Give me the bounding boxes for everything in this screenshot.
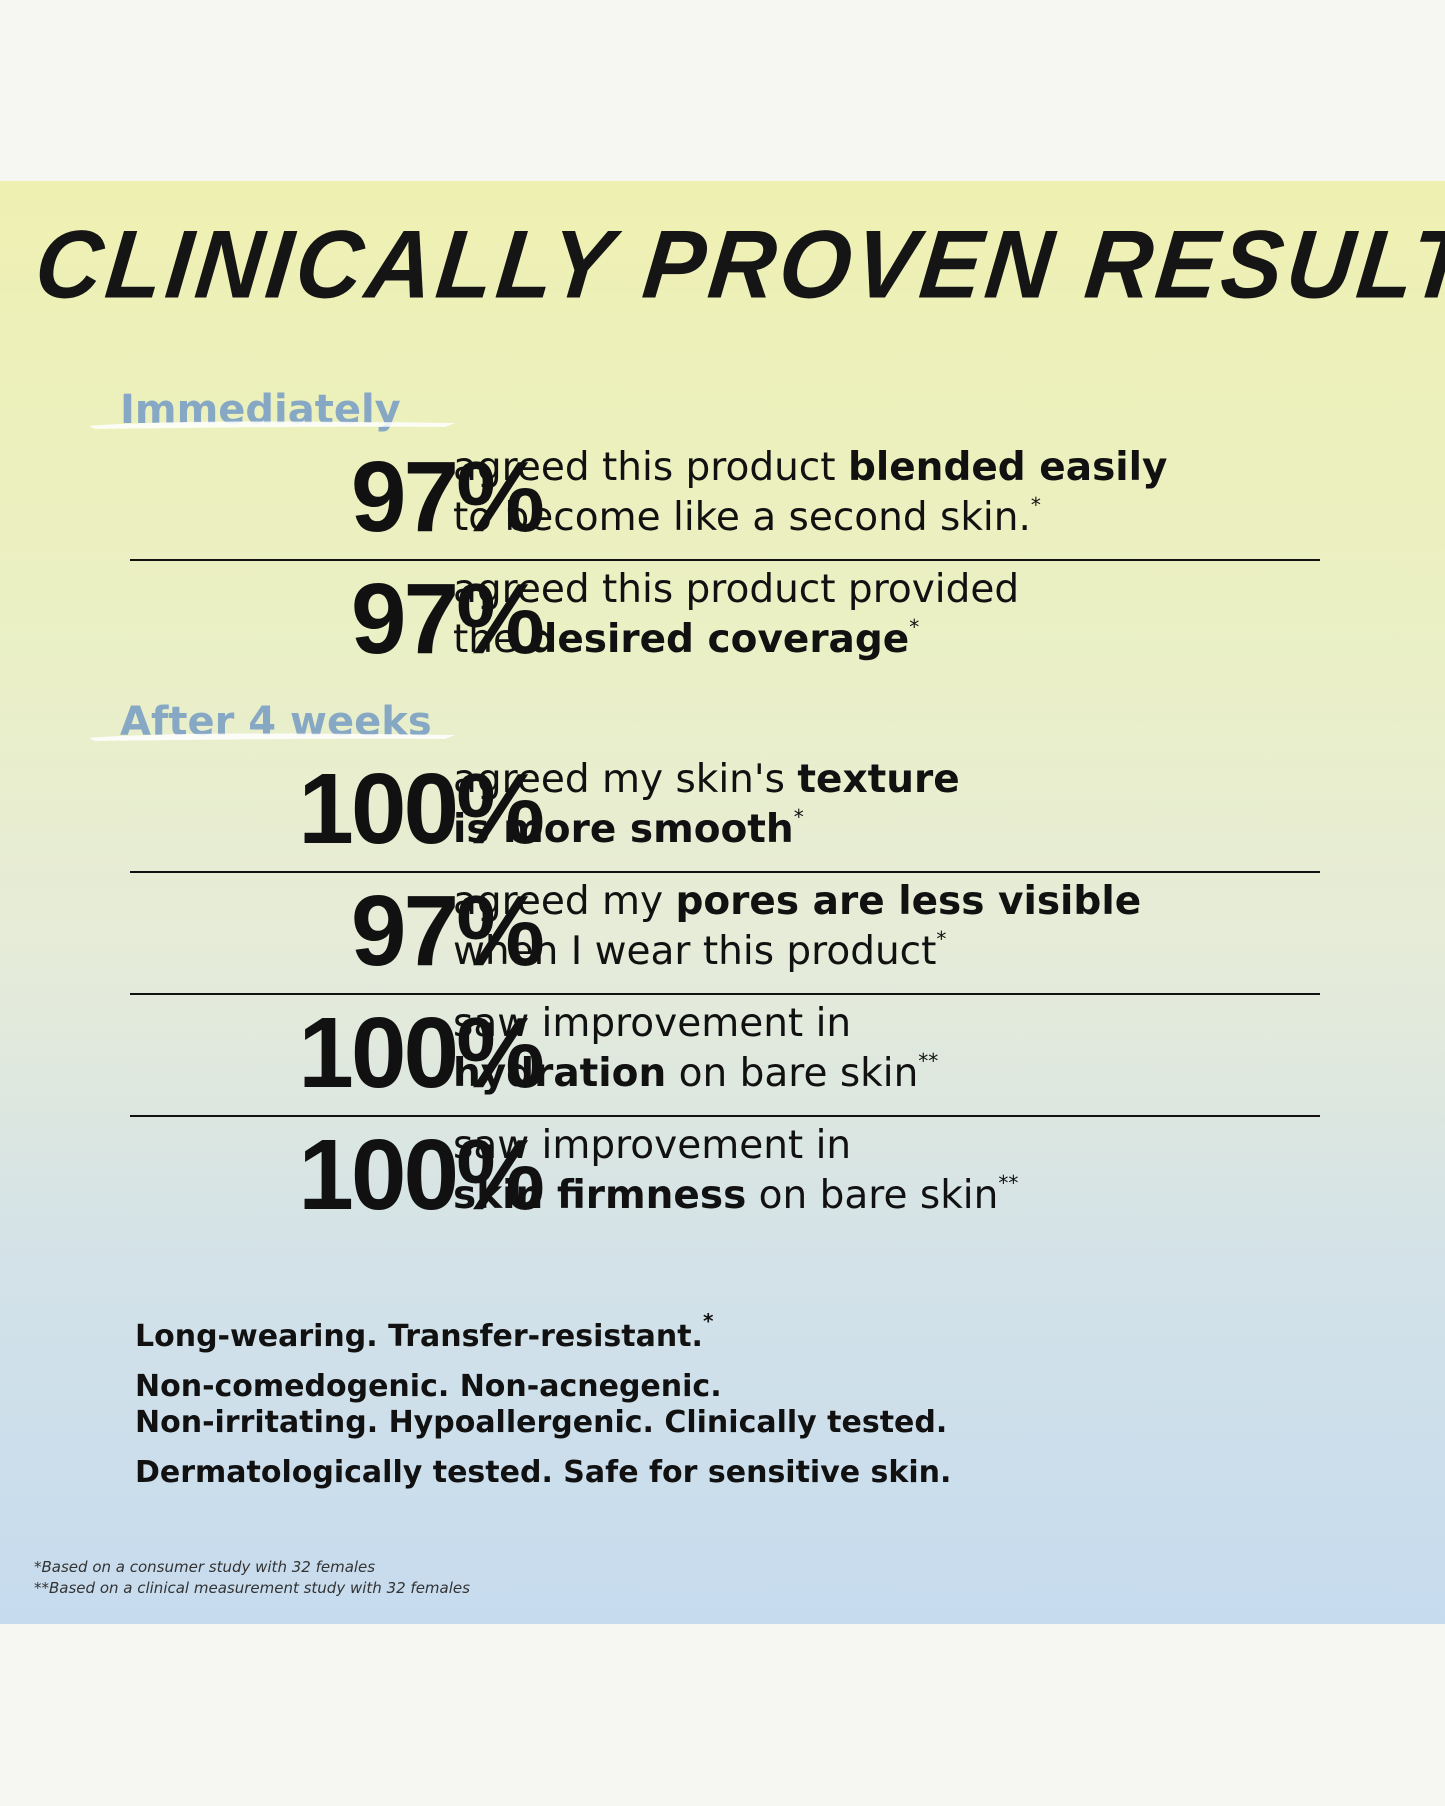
- text: when I wear this product: [453, 929, 937, 974]
- footnotes: *Based on a consumer study with 32 femal…: [34, 1557, 470, 1599]
- brush-stroke: [89, 733, 455, 741]
- stat: 97%: [350, 441, 545, 553]
- title: CLINICALLY PROVEN RESULTS: [30, 211, 1445, 319]
- statement-line: to become like a second skin.*: [453, 493, 1167, 543]
- statement: agreed this product blended easily to bec…: [453, 443, 1167, 543]
- stat: 100%: [298, 1119, 545, 1231]
- claim: Non-irritating. Hypoallergenic. Clinical…: [135, 1405, 951, 1441]
- footnote-mark: **: [918, 1049, 939, 1073]
- statement-line: agreed this product provided: [453, 565, 1019, 615]
- bold-text: skin firmness: [453, 1173, 747, 1218]
- text: agreed my skin's: [453, 757, 798, 802]
- bold-text: hydration: [453, 1051, 667, 1096]
- statement: saw improvement in hydration on bare skin…: [453, 999, 938, 1099]
- stat: 97%: [350, 563, 545, 675]
- text: saw improvement in: [453, 1001, 852, 1046]
- result-item: 97% agreed this product blended easily to …: [130, 439, 1320, 561]
- bold-text: desired coverage: [529, 617, 910, 662]
- footnote-mark: *: [909, 615, 920, 639]
- bold-text: is more smooth: [453, 807, 794, 852]
- statement-line: hydration on bare skin**: [453, 1049, 938, 1099]
- statement-line: agreed my skin's texture: [453, 755, 960, 805]
- text: agreed this product provided: [453, 567, 1020, 612]
- statement-line: skin firmness on bare skin**: [453, 1171, 1018, 1221]
- stat: 100%: [298, 753, 545, 865]
- statement-line: agreed this product blended easily: [453, 443, 1167, 493]
- text: saw improvement in: [453, 1123, 852, 1168]
- statement: agreed my skin's texture is more smooth*: [453, 755, 960, 855]
- brush-stroke: [89, 421, 455, 429]
- claim-text: Long-wearing. Transfer-resistant.: [135, 1319, 703, 1354]
- result-item: 100% saw improvement in skin firmness on b…: [130, 1117, 1320, 1237]
- bold-text: texture: [797, 757, 960, 802]
- statement-line: the desired coverage*: [453, 615, 1019, 665]
- claim: Dermatologically tested. Safe for sensit…: [135, 1455, 951, 1491]
- statement-line: agreed my pores are less visible: [453, 877, 1141, 927]
- footnote-mark: *: [793, 805, 804, 829]
- claim-text: Dermatologically tested. Safe for sensit…: [135, 1455, 952, 1490]
- result-item: 97% agreed my pores are less visible when …: [130, 873, 1320, 995]
- claim: Non-comedogenic. Non-acnegenic.: [135, 1369, 951, 1405]
- statement: saw improvement in skin firmness on bare …: [453, 1121, 1018, 1221]
- footnote: *Based on a consumer study with 32 femal…: [34, 1558, 376, 1576]
- bold-text: pores are less visible: [675, 879, 1142, 924]
- statement-line: saw improvement in: [453, 1121, 1018, 1171]
- stat: 100%: [298, 997, 545, 1109]
- statement-line: is more smooth*: [453, 805, 960, 855]
- text: agreed my: [453, 879, 676, 924]
- claim-text: Non-irritating. Hypoallergenic. Clinical…: [135, 1405, 948, 1440]
- text: agreed this product: [453, 445, 848, 490]
- panel: CLINICALLY PROVEN RESULTS Immediately 97%…: [0, 181, 1445, 1624]
- claim-text: Non-comedogenic. Non-acnegenic.: [135, 1369, 722, 1404]
- text: on bare skin: [666, 1051, 919, 1096]
- footnote: **Based on a clinical measurement study …: [34, 1579, 470, 1597]
- text: the: [453, 617, 530, 662]
- bold-text: blended easily: [847, 445, 1168, 490]
- text: to become like a second skin.: [453, 495, 1031, 540]
- section-heading: After 4 weeks: [89, 693, 1445, 751]
- section-heading: Immediately: [89, 381, 1445, 439]
- result-item: 100% agreed my skin's texture is more smoo…: [130, 751, 1320, 873]
- statement: agreed this product provided the desired …: [453, 565, 1019, 665]
- footnote-mark: *: [936, 927, 947, 951]
- claim: Long-wearing. Transfer-resistant.*: [135, 1311, 951, 1355]
- statement-line: when I wear this product*: [453, 927, 1141, 977]
- results: Immediately 97% agreed this product blende…: [0, 381, 1445, 1237]
- text: on bare skin: [746, 1173, 999, 1218]
- result-item: 100% saw improvement in hydration on bare …: [130, 995, 1320, 1117]
- footnote-mark: *: [702, 1309, 714, 1333]
- statement: agreed my pores are less visible when I w…: [453, 877, 1141, 977]
- claims: Long-wearing. Transfer-resistant.* Non-co…: [135, 1311, 951, 1491]
- stat: 97%: [350, 875, 545, 987]
- footnote-mark: **: [998, 1171, 1019, 1195]
- statement-line: saw improvement in: [453, 999, 938, 1049]
- result-item: 97% agreed this product provided the desir…: [130, 561, 1320, 681]
- footnote-mark: *: [1030, 493, 1041, 517]
